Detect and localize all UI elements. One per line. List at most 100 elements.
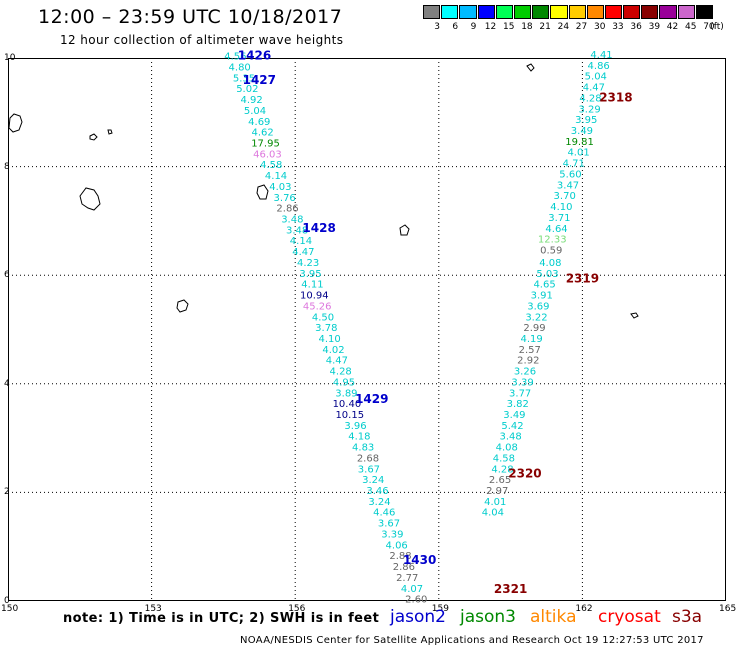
- wave-height-value: 3.26: [514, 367, 536, 378]
- legend-label: 24: [557, 22, 570, 32]
- wave-height-value: 3.77: [509, 388, 531, 399]
- lat-tick-label: 6: [4, 270, 10, 281]
- wave-height-value: 3.46: [366, 486, 388, 497]
- wave-height-value: 4.04: [482, 508, 504, 519]
- wave-height-value: 4.47: [292, 247, 314, 258]
- wave-height-value: 3.70: [554, 191, 576, 202]
- island-outline: [399, 224, 410, 236]
- wave-height-value: 4.14: [265, 171, 287, 182]
- pass-label: 1429: [355, 392, 388, 406]
- wave-height-value: 3.49: [571, 126, 593, 137]
- lon-tick-label: 156: [288, 604, 306, 614]
- wave-height-value: 10.15: [335, 410, 364, 421]
- wave-height-value: 3.48: [499, 432, 521, 443]
- wave-height-value: 19.81: [565, 137, 594, 148]
- wave-height-value: 2.60: [405, 595, 427, 606]
- wave-height-value: 4.65: [533, 280, 555, 291]
- wave-height-value: 4.83: [352, 443, 374, 454]
- wave-height-value: 4.28: [491, 464, 513, 475]
- wave-height-value: 5.42: [501, 421, 523, 432]
- satellite-altika: altika: [530, 607, 577, 627]
- wave-height-value: 4.01: [567, 148, 589, 159]
- legend-swatch: [459, 5, 477, 19]
- wave-height-value: 4.23: [297, 258, 319, 269]
- wave-height-value: 4.50: [312, 312, 334, 323]
- lon-tick-label: 165: [719, 604, 737, 614]
- pass-label: 2320: [508, 467, 541, 481]
- legend-label: 3: [434, 22, 440, 32]
- wave-height-value: 12.33: [538, 235, 567, 246]
- legend-labels: 3 6 9 12 15 18 21 24 27 30 33 36 39 42 45 70 (ft): [423, 19, 724, 33]
- lat-tick-label: 8: [4, 161, 10, 172]
- wave-height-value: 2.57: [519, 345, 541, 356]
- wave-height-value: 4.58: [260, 160, 282, 171]
- wave-height-value: 2.68: [357, 453, 379, 464]
- pass-label: 2319: [566, 271, 599, 285]
- pass-label: 2318: [599, 90, 632, 104]
- map-frame: [8, 58, 726, 601]
- wave-height-value: 3.82: [507, 399, 529, 410]
- footer-credit: NOAA/NESDIS Center for Satellite Applica…: [240, 635, 704, 646]
- wave-height-value: 46.03: [253, 149, 282, 160]
- wave-height-value: 17.95: [251, 139, 280, 150]
- pass-label: 1427: [243, 73, 276, 87]
- legend-label: 12: [484, 22, 497, 32]
- satellite-s3a: s3a: [672, 607, 703, 627]
- wave-height-value: 3.96: [344, 421, 366, 432]
- wave-height-value: 2.92: [517, 356, 539, 367]
- wave-height-value: 4.47: [326, 356, 348, 367]
- legend-swatch: [441, 5, 459, 19]
- wave-height-value: 3.69: [527, 301, 549, 312]
- legend-swatch: [604, 5, 623, 19]
- wave-height-value: 5.60: [559, 169, 581, 180]
- legend-swatch: [495, 5, 513, 19]
- lon-tick-label: 153: [144, 604, 162, 614]
- wave-height-value: 4.69: [248, 117, 270, 128]
- wave-height-value: 4.11: [301, 280, 323, 291]
- wave-height-value: 5.04: [585, 72, 607, 83]
- wave-height-value: 4.92: [241, 95, 263, 106]
- legend-label: 27: [575, 22, 588, 32]
- wave-height-value: 4.18: [348, 432, 370, 443]
- wave-height-value: 10.40: [333, 399, 362, 410]
- wave-height-value: 4.86: [588, 61, 610, 72]
- island-outline: [630, 312, 639, 319]
- wave-height-value: 4.10: [319, 334, 341, 345]
- wave-height-value: 2.77: [396, 573, 418, 584]
- wave-height-value: 3.95: [575, 115, 597, 126]
- wave-height-value: 5.03: [536, 269, 558, 280]
- satellite-jason2: jason2: [390, 607, 446, 627]
- legend-label: 70: [703, 22, 715, 32]
- wave-height-value: 3.48: [281, 215, 303, 226]
- wave-height-value: 5.35: [233, 73, 255, 84]
- wave-height-value: 4.58: [493, 453, 515, 464]
- legend-swatch: [532, 5, 550, 19]
- wave-height-value: 3.22: [525, 312, 547, 323]
- legend-label: 36: [630, 22, 642, 32]
- wave-height-value: 4.07: [401, 584, 423, 595]
- wave-height-value: 4.56: [224, 52, 246, 63]
- wave-height-value: 2.86: [393, 562, 415, 573]
- lon-tick-label: 162: [575, 604, 593, 614]
- wave-height-value: 4.46: [373, 508, 395, 519]
- legend-label: 42: [666, 22, 679, 32]
- legend-label: 18: [521, 22, 533, 32]
- wave-height-value: 4.80: [229, 62, 251, 73]
- pass-label: 2321: [494, 582, 527, 596]
- satellite-cryosat: cryosat: [598, 607, 661, 627]
- wave-height-value: 3.76: [274, 193, 296, 204]
- wave-height-value: 4.28: [330, 367, 352, 378]
- wave-height-value: 4.71: [563, 159, 585, 170]
- wave-height-value: 3.67: [358, 464, 380, 475]
- note-text: note: 1) Time is in UTC; 2) SWH is in fe…: [63, 611, 380, 626]
- legend-swatch: [513, 5, 532, 19]
- wave-height-value: 5.02: [236, 84, 258, 95]
- island-outline: [8, 113, 23, 133]
- legend-swatch: [568, 5, 586, 19]
- wave-height-value: 2.88: [389, 551, 411, 562]
- wave-height-value: 4.19: [521, 334, 543, 345]
- wave-height-value: 4.28: [579, 93, 601, 104]
- page-subtitle: 12 hour collection of altimeter wave hei…: [60, 33, 344, 47]
- legend-swatch: [477, 5, 495, 19]
